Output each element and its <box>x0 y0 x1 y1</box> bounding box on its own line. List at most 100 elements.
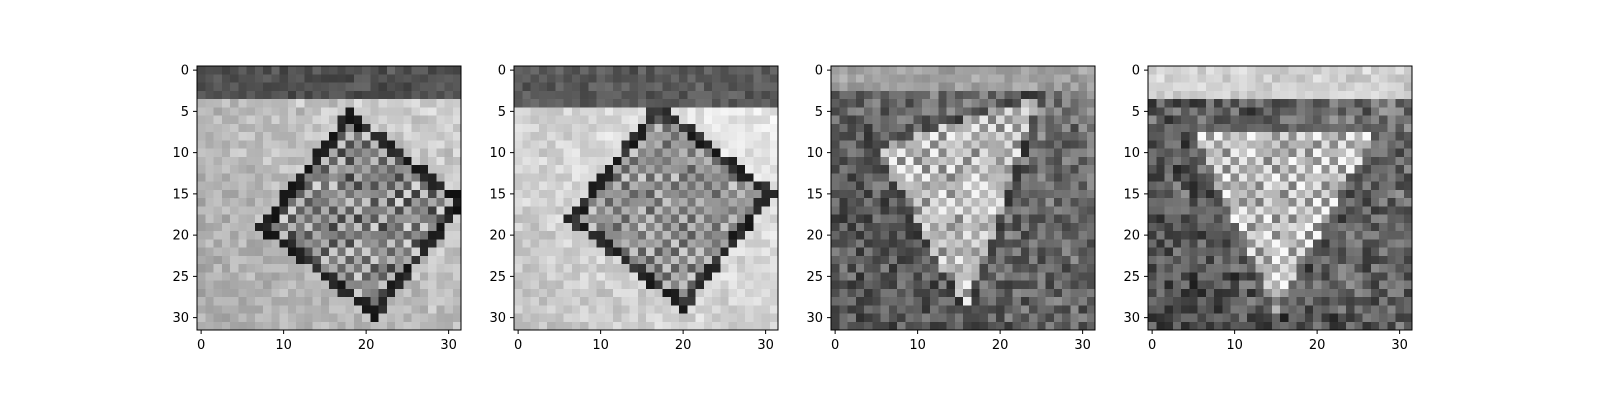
heatmap-cell <box>662 313 672 323</box>
heatmap-cell <box>246 206 256 215</box>
heatmap-cell <box>654 206 663 215</box>
heatmap-cell <box>419 132 429 141</box>
heatmap-cell <box>1012 255 1022 265</box>
heatmap-cell <box>1086 173 1096 182</box>
heatmap-cell <box>555 313 564 323</box>
heatmap-cell <box>695 313 705 323</box>
heatmap-cell <box>395 280 404 290</box>
heatmap-cell <box>1247 123 1256 133</box>
heatmap-cell <box>514 313 523 323</box>
heatmap-cell <box>712 255 721 265</box>
heatmap-cell <box>629 165 639 174</box>
heatmap-cell <box>753 272 762 281</box>
heatmap-cell <box>596 90 606 100</box>
heatmap-cell <box>604 107 614 116</box>
heatmap-cell <box>1370 156 1380 166</box>
heatmap-cell <box>720 321 729 331</box>
heatmap-cell <box>905 222 914 232</box>
heatmap-cell <box>1078 255 1088 265</box>
heatmap-cell <box>522 82 531 92</box>
heatmap-cell <box>1189 165 1198 174</box>
heatmap-cell <box>1148 148 1157 158</box>
heatmap-cell <box>1148 107 1157 116</box>
heatmap-cell <box>296 305 305 314</box>
heatmap-cell <box>514 165 523 174</box>
heatmap-cell <box>296 189 305 199</box>
heatmap-cell <box>563 255 573 265</box>
heatmap-cell <box>621 280 630 290</box>
heatmap-cell <box>621 66 630 75</box>
heatmap-cell <box>1156 140 1165 149</box>
heatmap-cell <box>419 107 429 116</box>
heatmap-cell <box>1263 198 1273 207</box>
heatmap-cell <box>596 74 606 83</box>
heatmap-cell <box>1197 247 1207 257</box>
heatmap-cell <box>872 231 881 240</box>
heatmap-cell <box>646 264 655 273</box>
heatmap-cell <box>362 313 371 323</box>
heatmap-cell <box>769 305 779 314</box>
heatmap-cell <box>238 165 247 174</box>
heatmap-cell <box>613 181 622 191</box>
heatmap-cell <box>1164 255 1174 265</box>
heatmap-cell <box>345 214 355 224</box>
heatmap-cell <box>1086 123 1096 133</box>
heatmap-cell <box>514 321 523 331</box>
heatmap-cell <box>1012 321 1022 331</box>
heatmap-cell <box>897 239 906 248</box>
heatmap-cell <box>629 140 639 149</box>
heatmap-cell <box>728 74 738 83</box>
heatmap-cell <box>930 272 939 281</box>
heatmap-cell <box>621 181 630 191</box>
heatmap-cell <box>1247 222 1256 232</box>
heatmap-cell <box>1070 107 1079 116</box>
heatmap-cell <box>938 288 947 298</box>
heatmap-cell <box>238 115 247 125</box>
heatmap-cell <box>296 115 305 125</box>
heatmap-cell <box>271 140 280 149</box>
heatmap-cell <box>613 82 622 92</box>
heatmap-cell <box>1230 280 1240 290</box>
heatmap-cell <box>839 297 848 306</box>
heatmap-cell <box>946 107 956 116</box>
heatmap-cell <box>954 222 964 232</box>
heatmap-cell <box>712 305 721 314</box>
heatmap-cell <box>428 148 437 158</box>
heatmap-cell <box>1053 156 1063 166</box>
heatmap-cell <box>864 214 873 224</box>
heatmap-cell <box>1337 239 1347 248</box>
heatmap-cell <box>1238 239 1248 248</box>
heatmap-cell <box>1395 272 1405 281</box>
heatmap-cell <box>254 239 264 248</box>
heatmap-cell <box>1181 189 1190 199</box>
heatmap-cell <box>1379 90 1388 100</box>
heatmap-cell <box>1403 321 1413 331</box>
heatmap-cell <box>304 247 313 257</box>
heatmap-cell <box>1288 214 1297 224</box>
heatmap-cell <box>378 222 388 232</box>
heatmap-cell <box>1263 140 1273 149</box>
heatmap-cell <box>872 99 881 108</box>
heatmap-cell <box>213 132 223 141</box>
heatmap-cell <box>720 148 729 158</box>
heatmap-cell <box>555 255 564 265</box>
heatmap-cell <box>1148 74 1157 83</box>
heatmap-cell <box>221 305 231 314</box>
heatmap-cell <box>880 181 890 191</box>
heatmap-cell <box>1280 264 1289 273</box>
heatmap-cell <box>312 222 322 232</box>
heatmap-cell <box>320 288 330 298</box>
heatmap-cell <box>221 222 231 232</box>
heatmap-cell <box>411 247 421 257</box>
heatmap-cell <box>514 264 523 273</box>
heatmap-cell <box>1238 107 1248 116</box>
heatmap-cell <box>621 321 630 331</box>
heatmap-cell <box>1247 107 1256 116</box>
heatmap-cell <box>662 214 672 224</box>
heatmap-cell <box>979 255 989 265</box>
heatmap-cell <box>1247 321 1256 331</box>
heatmap-cell <box>646 165 655 174</box>
heatmap-cell <box>1062 173 1071 182</box>
heatmap-cell <box>662 90 672 100</box>
heatmap-cell <box>847 231 857 240</box>
